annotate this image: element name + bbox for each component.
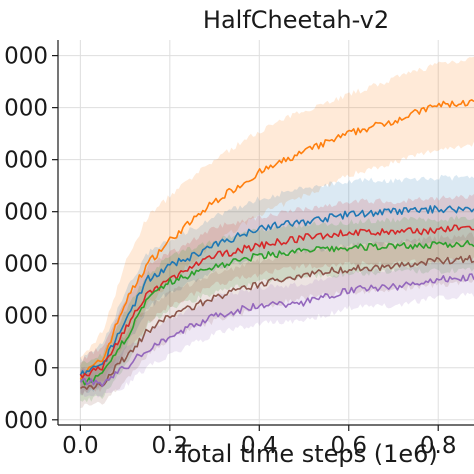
series-line xyxy=(79,224,474,379)
series-line xyxy=(79,99,474,380)
axes xyxy=(57,40,474,426)
confidence-band xyxy=(80,174,474,396)
y-tick-label: 000 xyxy=(4,304,48,330)
x-tick-label: 0.8 xyxy=(420,433,457,459)
series-lines xyxy=(79,99,474,390)
y-tick-label: 000 xyxy=(4,252,48,278)
x-tick-label: 0.0 xyxy=(62,433,99,459)
series-line xyxy=(79,254,474,390)
y-tick-label: 000 xyxy=(4,96,48,122)
series-line xyxy=(80,239,474,386)
confidence-band xyxy=(80,56,474,390)
confidence-band xyxy=(80,215,474,403)
y-tick-label: 000 xyxy=(4,408,48,434)
chart-title: HalfCheetah-v2 xyxy=(203,6,389,34)
confidence-band xyxy=(80,257,474,398)
x-ticks: 0.0 0.2 0.4 0.6 0.8 xyxy=(62,425,457,459)
confidence-band xyxy=(80,232,474,409)
grid xyxy=(58,40,474,425)
y-tick-label: 000 xyxy=(4,44,48,70)
y-tick-label: 000 xyxy=(4,148,48,174)
x-tick-label: 0.2 xyxy=(152,433,189,459)
x-axis-label: Total time steps (1e6) xyxy=(175,440,438,468)
series-line xyxy=(79,205,474,376)
y-tick-label: 0 xyxy=(33,356,48,382)
x-tick-label: 0.4 xyxy=(241,433,278,459)
series-line xyxy=(79,273,474,388)
y-tick-label: 000 xyxy=(4,200,48,226)
x-tick-label: 0.6 xyxy=(330,433,367,459)
